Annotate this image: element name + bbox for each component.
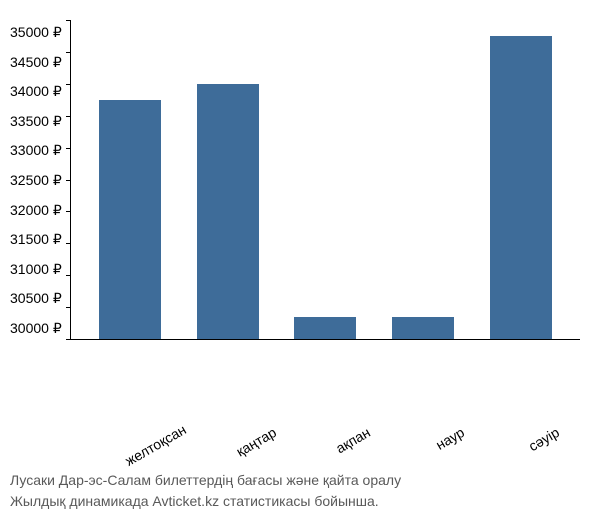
bar <box>99 100 161 339</box>
y-tick-label: 33000 ₽ <box>10 143 62 157</box>
bar <box>490 36 552 339</box>
y-tick-label: 32000 ₽ <box>10 203 62 217</box>
y-tick-mark <box>66 339 71 340</box>
y-axis: 35000 ₽ 34500 ₽ 34000 ₽ 33500 ₽ 33000 ₽ 32500… <box>10 25 70 335</box>
y-tick-label: 34000 ₽ <box>10 84 62 98</box>
y-tick-label: 32500 ₽ <box>10 173 62 187</box>
y-tick-label: 30000 ₽ <box>10 321 62 335</box>
x-axis-label: ақпан <box>311 424 373 469</box>
x-axis: желтоқсанқаңтарақпаннаурсәуір <box>88 406 580 422</box>
y-tick-label: 31500 ₽ <box>10 232 62 246</box>
bar <box>294 317 356 339</box>
y-tick-label: 30500 ₽ <box>10 291 62 305</box>
chart-container: 35000 ₽ 34500 ₽ 34000 ₽ 33500 ₽ 33000 ₽ 32500… <box>10 20 580 400</box>
plot-area <box>70 20 580 340</box>
x-axis-label: желтоқсан <box>122 424 184 469</box>
bar <box>197 84 259 339</box>
x-axis-label: наур <box>406 424 468 469</box>
caption-line-1: Лусаки Дар-эс-Салам билеттердің бағасы ж… <box>10 470 580 491</box>
y-tick-label: 33500 ₽ <box>10 114 62 128</box>
y-tick-label: 34500 ₽ <box>10 55 62 69</box>
chart-caption: Лусаки Дар-эс-Салам билеттердің бағасы ж… <box>10 470 580 512</box>
caption-line-2: Жылдық динамикада Avticket.kz статистика… <box>10 491 580 512</box>
x-axis-label: сәуір <box>500 424 562 469</box>
y-tick-label: 35000 ₽ <box>10 25 62 39</box>
x-axis-label: қаңтар <box>217 424 279 469</box>
bar <box>392 317 454 339</box>
bars-group <box>71 20 580 339</box>
y-tick-label: 31000 ₽ <box>10 262 62 276</box>
